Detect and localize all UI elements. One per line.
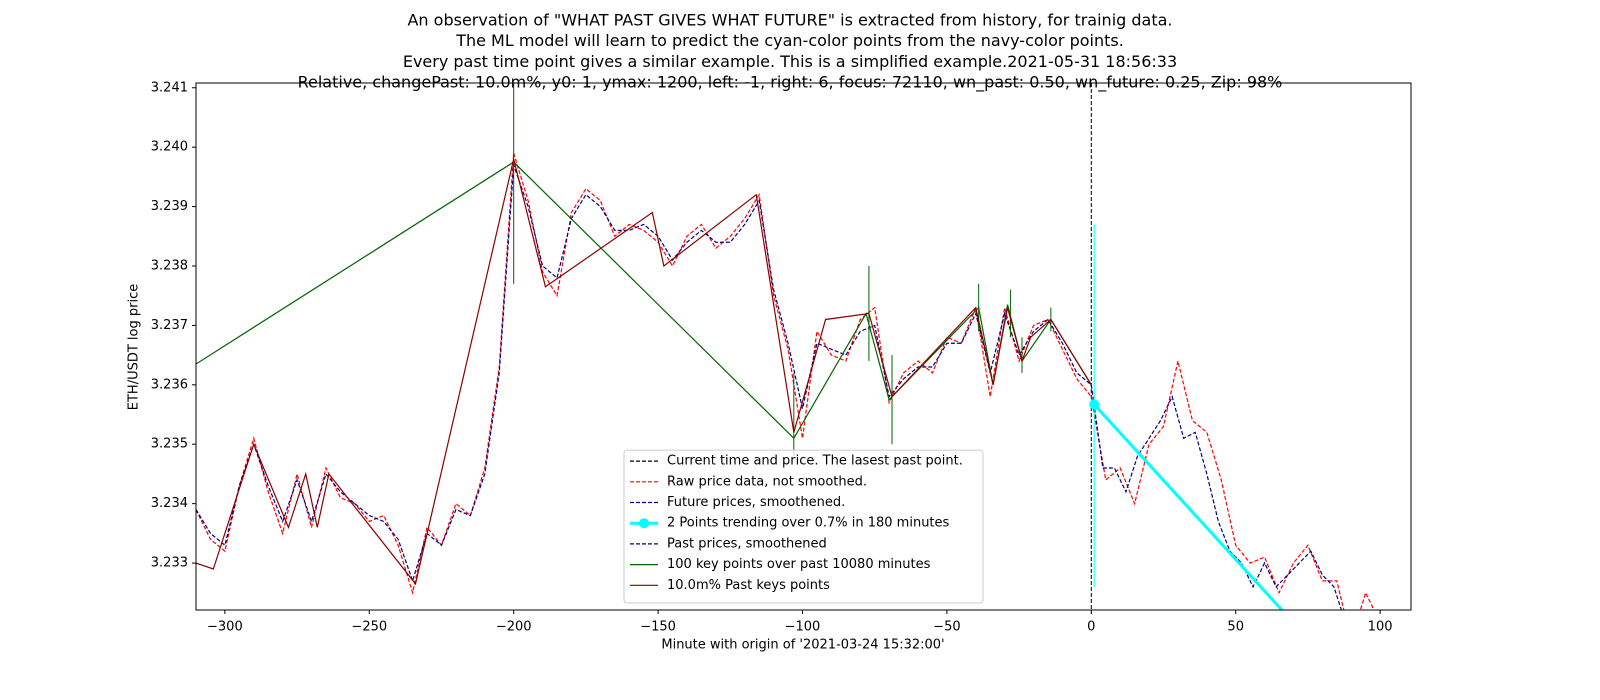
series-line [196, 158, 1092, 586]
legend-label: Future prices, smoothened. [667, 495, 845, 510]
x-tick-label: 100 [1368, 620, 1393, 635]
y-tick-label: 3.239 [151, 199, 188, 214]
y-axis-label: ETH/USDT log price [127, 284, 142, 410]
chart-title: An observation of "WHAT PAST GIVES WHAT … [407, 11, 1172, 30]
legend-label: 100 key points over past 10080 minutes [667, 557, 931, 572]
axes-frame [195, 82, 1412, 611]
series-line [196, 164, 1092, 583]
x-axis-label: Minute with origin of '2021-03-24 15:32:… [661, 638, 944, 653]
y-tick-label: 3.235 [151, 437, 188, 452]
legend-marker [639, 518, 649, 529]
legend-box [623, 449, 984, 604]
y-tick-label: 3.233 [151, 556, 188, 571]
y-tick-label: 3.234 [151, 496, 188, 511]
legend-label: Past prices, smoothened [667, 536, 827, 551]
series-marker [1089, 399, 1100, 410]
y-tick-label: 3.237 [151, 318, 188, 333]
legend-label: Current time and price. The lasest past … [667, 454, 963, 469]
chart-title: Every past time point gives a similar ex… [403, 52, 1177, 71]
legend-label: 10.0m% Past keys points [667, 578, 830, 593]
x-tick-label: −100 [785, 620, 821, 635]
chart-title: The ML model will learn to predict the c… [455, 31, 1124, 50]
y-tick-label: 3.240 [151, 140, 188, 155]
x-tick-label: −200 [496, 620, 532, 635]
legend-label: Raw price data, not smoothed. [667, 474, 867, 489]
x-tick-label: −250 [351, 620, 387, 635]
x-tick-label: 50 [1227, 620, 1244, 635]
x-tick-label: −150 [640, 620, 676, 635]
series-line [196, 161, 1092, 440]
series-line [1093, 403, 1284, 610]
x-tick-label: 0 [1087, 620, 1095, 635]
chart-title: Relative, changePast: 10.0m%, y0: 1, yma… [298, 73, 1283, 93]
series-line [196, 152, 1375, 610]
y-tick-label: 3.241 [151, 80, 188, 95]
y-tick-label: 3.238 [151, 258, 188, 273]
plot-area [196, 83, 1375, 610]
legend-label: 2 Points trending over 0.7% in 180 minut… [667, 516, 950, 531]
y-tick-label: 3.236 [151, 377, 188, 392]
x-tick-label: −50 [933, 620, 960, 635]
x-tick-label: −300 [207, 620, 243, 635]
